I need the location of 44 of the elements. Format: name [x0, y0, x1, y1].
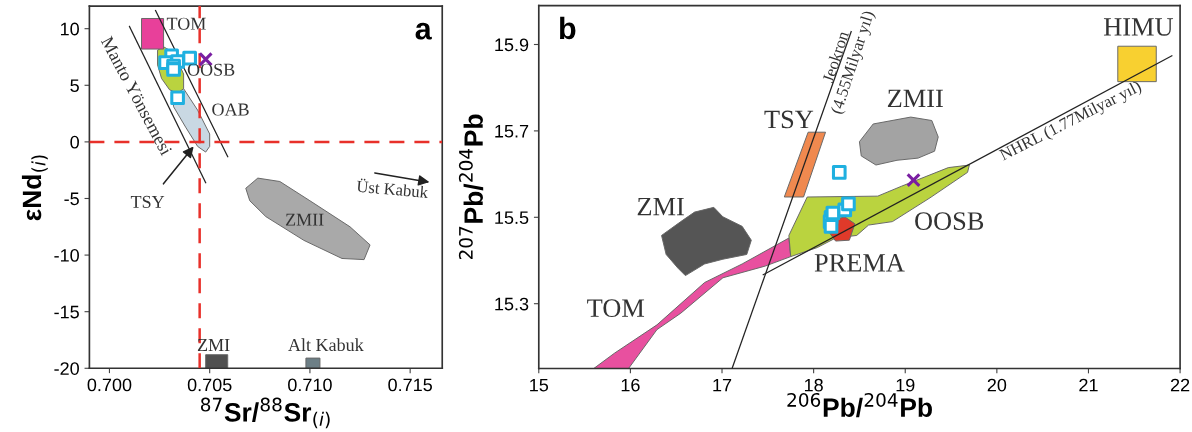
x-tick-label: 0.715 [388, 378, 432, 392]
annotation: ZMII [285, 213, 324, 226]
y-tick-label: 15.9 [495, 38, 529, 52]
annotation: OAB [212, 103, 249, 116]
annotation: TSY [130, 195, 165, 208]
x-tick-label: 19 [896, 378, 915, 392]
chart-title: a [415, 22, 432, 40]
y-tick-label: -5 [64, 192, 79, 206]
x-tick-label: 0.705 [187, 378, 232, 392]
x-axis-title: $^{206}$Pb/$^{204}$Pb [787, 392, 932, 418]
y-tick-label: 10 [60, 22, 79, 36]
x-tick-label: 18 [804, 378, 823, 392]
x-tick-label: 20 [987, 378, 1007, 392]
annotation: OOSB [187, 63, 235, 76]
x-tick-label: 16 [621, 378, 640, 392]
x-tick-label: 0.710 [288, 378, 332, 392]
x-tick-label: 22 [1170, 378, 1190, 392]
annotation: PREMA [814, 254, 905, 272]
annotation: Üst Kabuk [356, 178, 429, 199]
y-tick-label: 5 [70, 79, 79, 93]
annotation: ZMII [887, 89, 943, 108]
annotation: TOM [166, 17, 206, 30]
annotation: TSY [764, 110, 814, 129]
y-tick-label: 0 [70, 135, 79, 149]
y-axis-title: $^{207}$Pb/$^{204}$Pb [458, 114, 484, 260]
x-tick-label: 0.700 [87, 378, 132, 392]
y-tick-label: 15.5 [495, 211, 529, 225]
y-tick-label: 15.7 [495, 125, 529, 138]
x-axis-title: $^{87}$Sr/$^{88}$Sr$_{(i)}$ [200, 397, 330, 429]
annotation: TOM [587, 299, 645, 318]
y-tick-label: -10 [54, 249, 79, 262]
y-tick-label: 15.3 [495, 297, 529, 311]
y-tick-label: -20 [54, 362, 79, 375]
chart-title: b [560, 16, 576, 40]
x-tick-label: 15 [530, 378, 549, 392]
annotation: HIMU [1103, 18, 1174, 36]
annotation: Alt Kabuk [288, 338, 364, 352]
y-axis-title: εNd$_{(i)}$ [21, 155, 48, 221]
annotation: ZMI [197, 339, 230, 351]
x-tick-label: 21 [1079, 378, 1098, 392]
annotation: ZMI [637, 197, 684, 216]
annotation: OOSB [915, 212, 984, 230]
y-tick-label: -15 [54, 305, 79, 319]
x-tick-label: 17 [713, 378, 732, 392]
